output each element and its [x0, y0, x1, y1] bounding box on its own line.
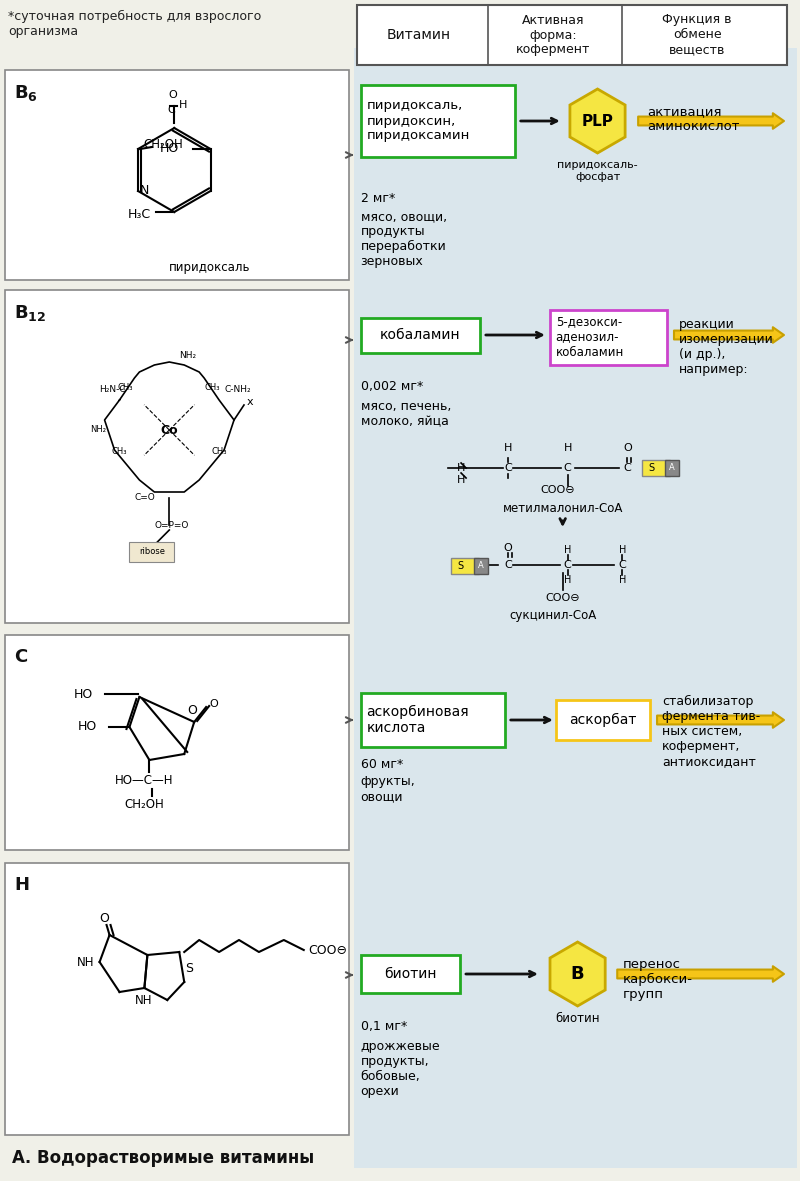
Text: $\mathbf{B_6}$: $\mathbf{B_6}$ — [14, 83, 38, 103]
Text: H: H — [564, 544, 571, 555]
Text: CH₃: CH₃ — [111, 448, 127, 457]
Text: 2 мг*: 2 мг* — [361, 193, 394, 205]
Text: O: O — [168, 90, 177, 100]
Text: COO⊖: COO⊖ — [309, 944, 348, 957]
Text: $\mathbf{C}$: $\mathbf{C}$ — [14, 648, 28, 666]
Text: $\mathbf{H}$: $\mathbf{H}$ — [14, 876, 30, 894]
Text: CH₃: CH₃ — [204, 384, 220, 392]
Text: A: A — [670, 463, 675, 472]
Text: COO⊖: COO⊖ — [546, 593, 580, 603]
FancyBboxPatch shape — [5, 863, 349, 1135]
FancyBboxPatch shape — [361, 693, 505, 748]
Text: Витамин: Витамин — [386, 28, 450, 43]
Text: N: N — [140, 184, 150, 197]
Text: C=O: C=O — [134, 494, 155, 502]
FancyBboxPatch shape — [130, 542, 174, 562]
Text: CH₃: CH₃ — [118, 384, 133, 392]
Text: пиридоксаль: пиридоксаль — [168, 261, 250, 274]
Text: сукцинил-СоА: сукцинил-СоА — [509, 608, 596, 621]
Text: HO: HO — [74, 687, 93, 700]
Text: H: H — [563, 443, 572, 454]
Text: биотин: биотин — [555, 1012, 600, 1025]
Text: B: B — [570, 965, 585, 983]
Text: COO⊖: COO⊖ — [540, 485, 575, 495]
Text: PLP: PLP — [582, 113, 614, 129]
FancyBboxPatch shape — [666, 461, 679, 476]
Text: стабилизатор
фермента тив-
ных систем,
кофермент,
антиоксидант: стабилизатор фермента тив- ных систем, к… — [662, 694, 761, 768]
Text: дрожжевые
продукты,
бобовые,
орехи: дрожжевые продукты, бобовые, орехи — [361, 1040, 440, 1098]
Text: HO: HO — [78, 720, 97, 733]
Text: C: C — [504, 463, 512, 474]
Text: аскорбиновая
кислота: аскорбиновая кислота — [366, 705, 469, 735]
FancyBboxPatch shape — [354, 48, 797, 1168]
Text: C: C — [167, 105, 175, 115]
Text: NH: NH — [77, 955, 94, 968]
FancyBboxPatch shape — [5, 635, 349, 850]
Text: H: H — [504, 443, 512, 454]
Text: HO—C—H: HO—C—H — [115, 774, 174, 787]
Text: пиридоксаль-
фосфат: пиридоксаль- фосфат — [558, 159, 638, 182]
Text: C: C — [623, 463, 631, 474]
Text: 0,1 мг*: 0,1 мг* — [361, 1020, 406, 1033]
FancyBboxPatch shape — [550, 309, 667, 365]
Text: C: C — [564, 463, 571, 474]
Text: фрукты,
овощи: фрукты, овощи — [361, 775, 415, 803]
FancyBboxPatch shape — [451, 557, 479, 574]
Text: H: H — [618, 544, 626, 555]
Text: O: O — [187, 704, 197, 717]
Text: H: H — [564, 575, 571, 585]
Text: O: O — [503, 543, 512, 553]
Text: биотин: биотин — [384, 967, 437, 981]
Text: 5-дезокси-
аденозил-
кобаламин: 5-дезокси- аденозил- кобаламин — [556, 315, 624, 359]
Text: NH: NH — [134, 993, 152, 1006]
Text: A: A — [478, 561, 484, 570]
Text: C: C — [504, 560, 512, 570]
FancyBboxPatch shape — [361, 318, 480, 353]
Text: пиридоксаль,
пиридоксин,
пиридоксамин: пиридоксаль, пиридоксин, пиридоксамин — [366, 99, 470, 143]
Text: O: O — [209, 699, 218, 709]
Text: C: C — [618, 560, 626, 570]
Text: H₃C: H₃C — [128, 209, 151, 222]
Text: мясо, овощи,
продукты
переработки
зерновых: мясо, овощи, продукты переработки зернов… — [361, 210, 446, 268]
FancyBboxPatch shape — [474, 557, 488, 574]
FancyBboxPatch shape — [361, 85, 515, 157]
Polygon shape — [570, 89, 625, 154]
Text: активация
аминокислот: активация аминокислот — [647, 105, 740, 133]
Text: $\mathbf{B_{12}}$: $\mathbf{B_{12}}$ — [14, 304, 46, 322]
Text: перенос
карбокси-
групп: перенос карбокси- групп — [622, 958, 693, 1001]
Text: C: C — [564, 560, 571, 570]
FancyBboxPatch shape — [5, 291, 349, 624]
Text: 60 мг*: 60 мг* — [361, 758, 402, 771]
Polygon shape — [550, 942, 606, 1006]
Text: H₂N-C: H₂N-C — [99, 385, 126, 394]
Text: А. Водорастворимые витамины: А. Водорастворимые витамины — [12, 1149, 314, 1167]
Text: аскорбат: аскорбат — [569, 713, 636, 727]
FancyBboxPatch shape — [357, 5, 786, 65]
Text: H: H — [179, 100, 188, 110]
Text: O: O — [623, 443, 632, 454]
Text: CH₃: CH₃ — [211, 448, 226, 457]
Text: H: H — [618, 575, 626, 585]
Text: мясо, печень,
молоко, яйца: мясо, печень, молоко, яйца — [361, 400, 451, 428]
Text: CH₂OH: CH₂OH — [143, 137, 182, 150]
Text: *суточная потребность для взрослого
организма: *суточная потребность для взрослого орга… — [8, 9, 262, 38]
Text: S: S — [186, 961, 194, 974]
Text: Функция в
обмене
веществ: Функция в обмене веществ — [662, 13, 732, 57]
FancyBboxPatch shape — [556, 700, 650, 740]
Text: O=P=O: O=P=O — [154, 521, 189, 529]
Text: CH₂OH: CH₂OH — [125, 797, 164, 810]
FancyBboxPatch shape — [361, 955, 460, 993]
Text: Активная
форма:
кофермент: Активная форма: кофермент — [515, 13, 590, 57]
Text: кобаламин: кобаламин — [380, 328, 461, 342]
Text: C-NH₂: C-NH₂ — [224, 385, 250, 394]
Text: Co: Co — [161, 424, 178, 437]
Text: H: H — [457, 475, 466, 485]
Text: ribose: ribose — [139, 548, 166, 556]
Text: S: S — [648, 463, 654, 474]
Text: NH₂: NH₂ — [179, 351, 196, 359]
Text: HO: HO — [159, 143, 178, 156]
Text: x: x — [247, 397, 254, 407]
Text: метилмалонил-СоА: метилмалонил-СоА — [502, 502, 623, 515]
Text: O: O — [100, 912, 110, 925]
